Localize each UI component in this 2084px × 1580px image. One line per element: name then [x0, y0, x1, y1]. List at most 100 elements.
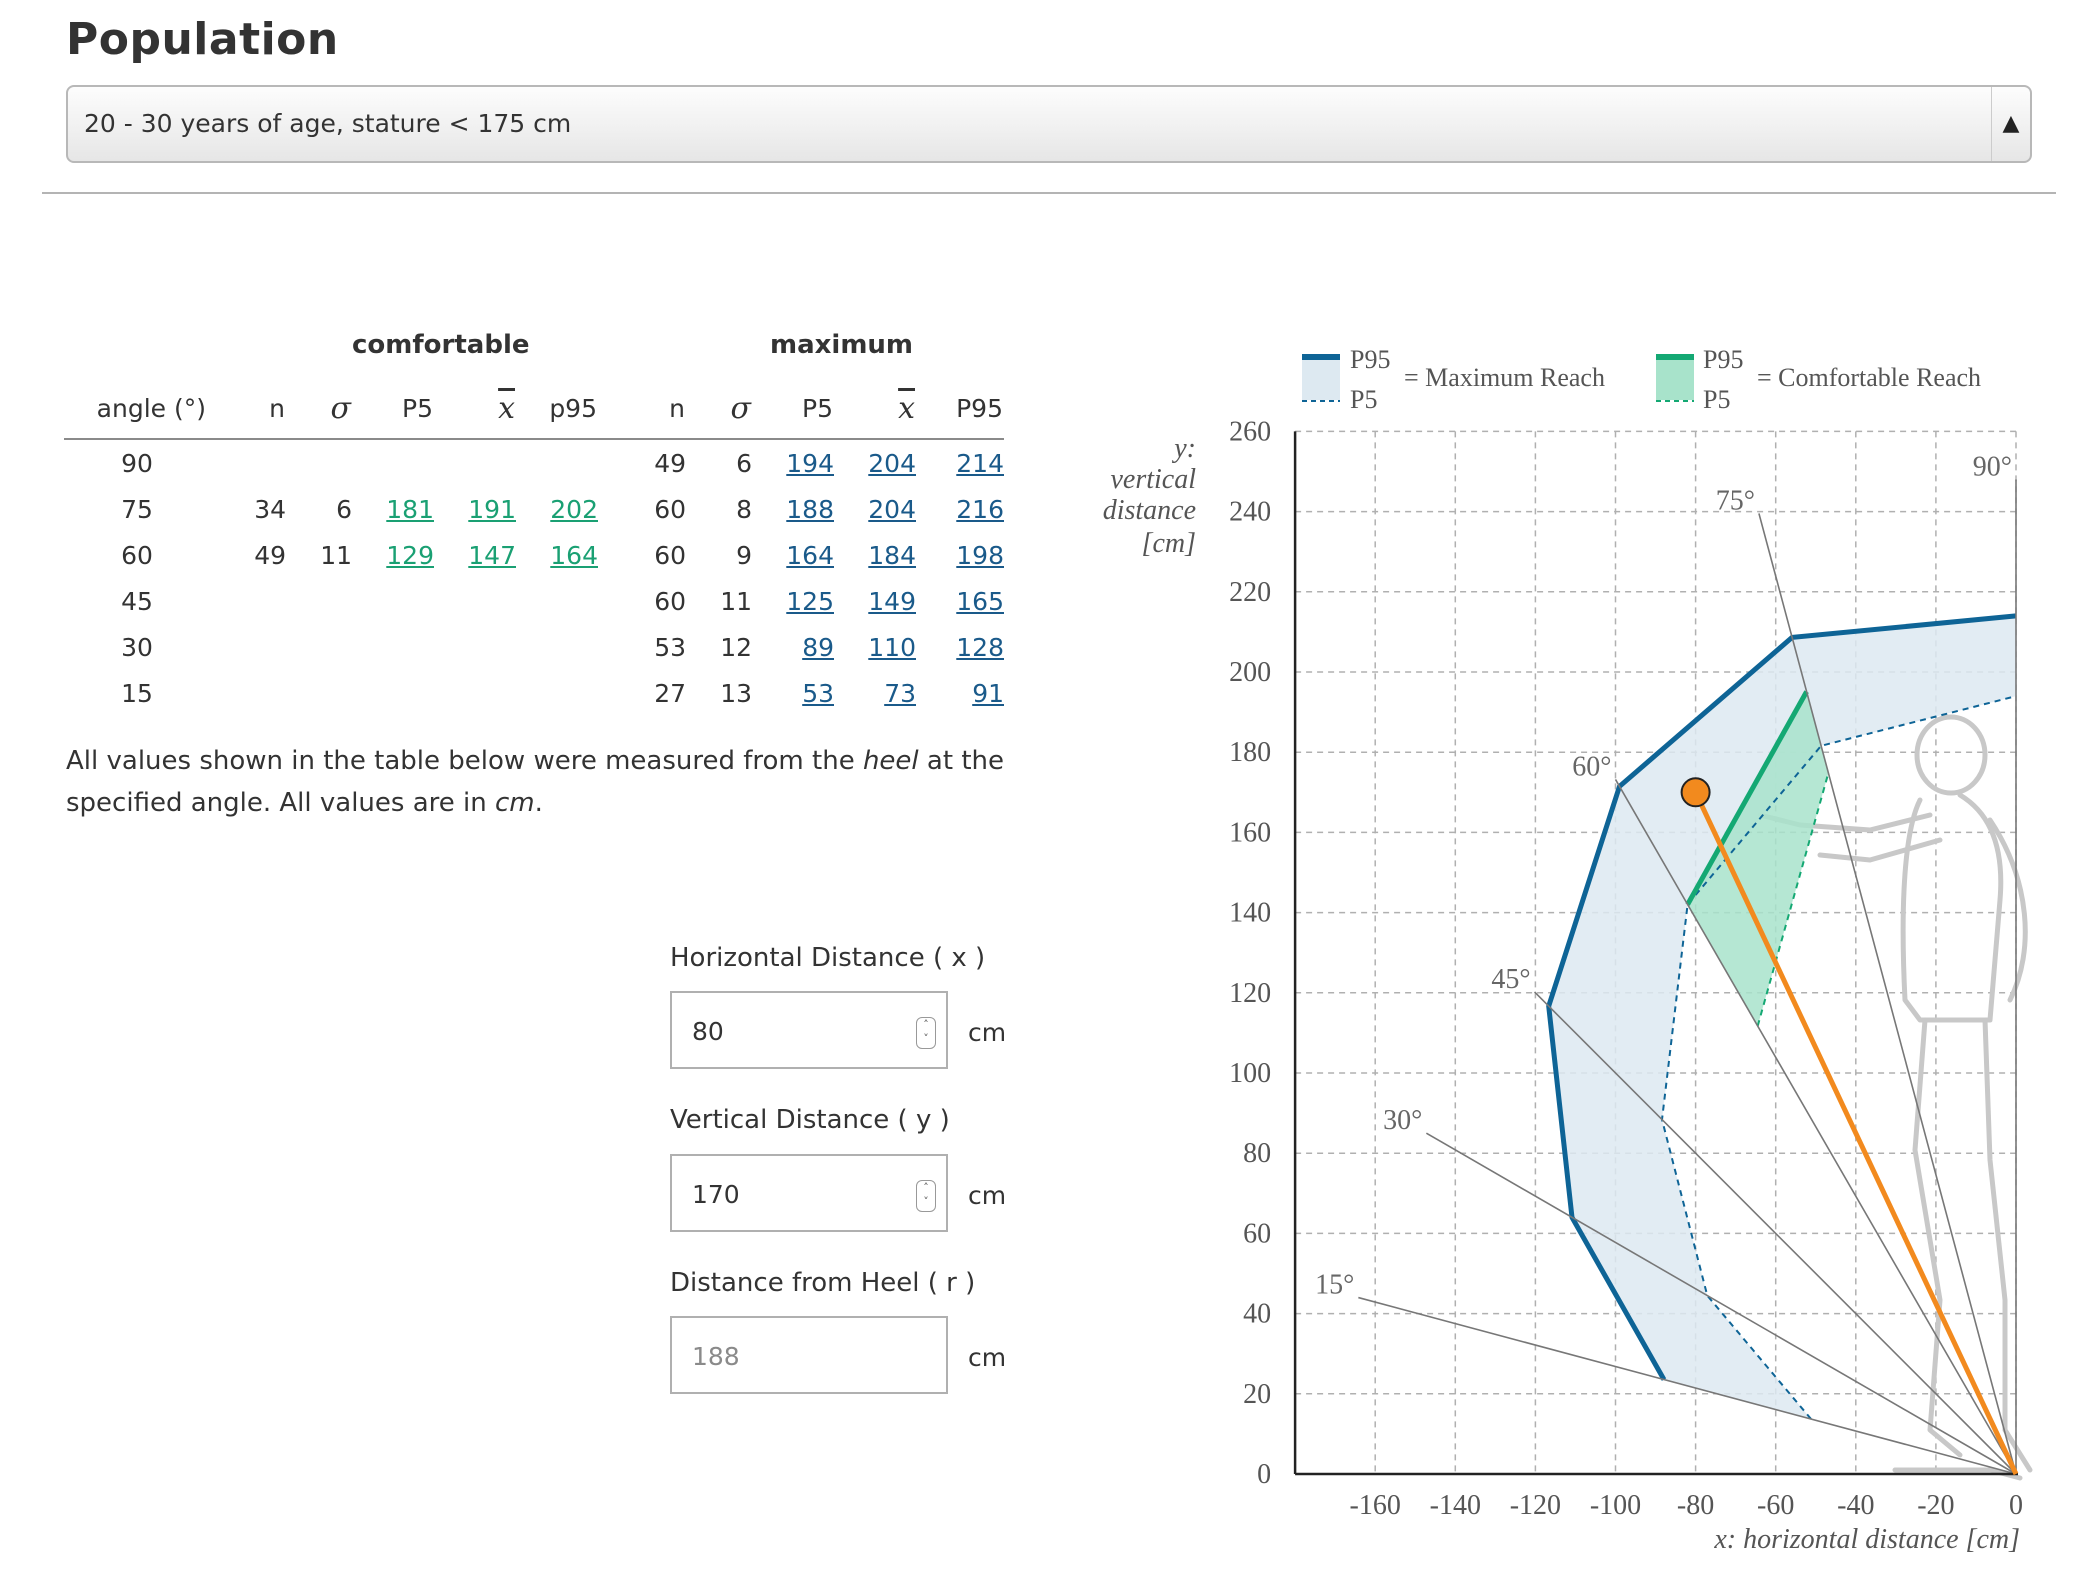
legend-comf-p95-label: P95: [1703, 345, 1743, 374]
header-maximum-n: n: [669, 393, 685, 423]
header-maximum-sigma: σ: [730, 390, 751, 426]
link-m-mean[interactable]: 204: [868, 448, 916, 478]
legend: P95 P5 = Maximum Reach P95 P5 = Comforta…: [1302, 345, 1981, 414]
person-arm: [1757, 812, 1933, 833]
cell-m-sigma: 9: [736, 540, 752, 570]
link-m-p5[interactable]: 89: [802, 632, 834, 662]
link-m-mean[interactable]: 73: [884, 678, 916, 708]
comfortable-reach-p95-line: [1685, 690, 1809, 906]
link-m-p95[interactable]: 91: [972, 678, 1004, 708]
angle-ray: [1614, 779, 2017, 1475]
cell-c-n: [210, 439, 286, 486]
legend-comf-p5-label: P5: [1703, 385, 1730, 414]
cell-angle: 90: [121, 448, 153, 478]
y-tick-label: 200: [1229, 657, 1271, 688]
cell-m-n: 60: [654, 494, 686, 524]
link-m-p95[interactable]: 198: [956, 540, 1004, 570]
distance-from-heel-field[interactable]: 188: [670, 1316, 948, 1394]
link-c-p5[interactable]: 181: [386, 494, 434, 524]
distance-from-heel-unit: cm: [968, 1343, 1007, 1372]
cell-m-n: 60: [654, 586, 686, 616]
note-cm: cm: [494, 788, 535, 818]
distance-from-heel-placeholder: 188: [692, 1342, 740, 1371]
link-m-p95[interactable]: 216: [956, 494, 1004, 524]
x-tick-label: -80: [1677, 1490, 1714, 1521]
header-maximum-p5: P5: [802, 393, 833, 423]
y-tick-label: 0: [1257, 1459, 1271, 1490]
link-m-p95[interactable]: 165: [956, 586, 1004, 616]
cell-c-n: [210, 578, 286, 624]
horizontal-distance-input[interactable]: 80 ˄ ˅: [670, 991, 948, 1069]
vertical-distance-input[interactable]: 170 ˄ ˅: [670, 1154, 948, 1232]
stepper-icon[interactable]: ˄ ˅: [916, 1180, 936, 1212]
link-m-p5[interactable]: 164: [786, 540, 834, 570]
axes: -160 -140 -120 -100 -80 -60 -40 -20 0 0 20 40 60 80 10…: [1229, 416, 2023, 1521]
link-c-p95[interactable]: 164: [550, 540, 598, 570]
y-tick-label: 240: [1229, 497, 1271, 528]
link-m-p5[interactable]: 188: [786, 494, 834, 524]
x-tick-label: 0: [2009, 1490, 2023, 1521]
header-maximum-mean: x: [898, 390, 915, 426]
person-leg-front: [1982, 1017, 2033, 1473]
link-m-mean[interactable]: 149: [868, 586, 916, 616]
link-m-p5[interactable]: 125: [786, 586, 834, 616]
maximum-reach-p95-line: [1546, 613, 2017, 1381]
x-tick-label: -160: [1350, 1490, 1401, 1521]
cell-angle: 15: [121, 678, 153, 708]
table-body: 90 49 6 194 204 214 75 34 6 181 191 202 …: [64, 439, 1004, 716]
table-row: 75 34 6 181 191 202 60 8 188 204 216: [64, 486, 1004, 532]
link-c-mean[interactable]: 147: [468, 540, 516, 570]
legend-max-p95-label: P95: [1350, 345, 1390, 374]
x-tick-label: -40: [1837, 1490, 1874, 1521]
note-text-3: .: [534, 788, 543, 818]
link-c-p95[interactable]: 202: [550, 494, 598, 524]
link-m-p95[interactable]: 214: [956, 448, 1004, 478]
legend-max-p5-label: P5: [1350, 385, 1377, 414]
comfortable-reach-area: [1687, 691, 1829, 1026]
cell-angle: 30: [121, 632, 153, 662]
link-m-mean[interactable]: 110: [868, 632, 916, 662]
vertical-distance-value: 170: [692, 1180, 740, 1209]
x-tick-label: -100: [1590, 1490, 1641, 1521]
x-tick-label: -20: [1917, 1490, 1954, 1521]
ylabel-line: y:: [1171, 433, 1196, 464]
population-select[interactable]: 20 - 30 years of age, stature < 175 cm ▲: [66, 85, 2032, 163]
cell-m-sigma: 12: [720, 632, 752, 662]
page-title: Population: [66, 14, 339, 65]
distance-from-heel-label: Distance from Heel ( r ): [670, 1268, 976, 1298]
cell-angle: 45: [121, 586, 153, 616]
person-foot: [1892, 1467, 2023, 1481]
target-line: [1693, 791, 2019, 1476]
comfortable-reach-p5-line: [1756, 772, 1830, 1027]
link-c-mean[interactable]: 191: [468, 494, 516, 524]
cell-m-sigma: 8: [736, 494, 752, 524]
link-m-mean[interactable]: 204: [868, 494, 916, 524]
reach-table: angle (°) n σ P5 x p95 n σ P5 x P95 90: [64, 378, 1004, 716]
measurement-note: All values shown in the table below were…: [66, 740, 1046, 824]
header-angle: angle (°): [96, 393, 206, 423]
group-heading-maximum: maximum: [770, 330, 914, 360]
header-comfortable-sigma: σ: [330, 390, 351, 426]
y-tick-label: 180: [1229, 737, 1271, 768]
link-m-p5[interactable]: 53: [802, 678, 834, 708]
angle-label: 60°: [1572, 751, 1611, 782]
link-c-p5[interactable]: 129: [386, 540, 434, 570]
y-tick-label: 120: [1229, 978, 1271, 1009]
stepper-icon[interactable]: ˄ ˅: [916, 1017, 936, 1049]
cell-m-n: 27: [654, 678, 686, 708]
header-comfortable-mean: x: [498, 390, 515, 426]
ylabel-line: [cm]: [1142, 528, 1196, 559]
cell-m-sigma: 6: [736, 448, 752, 478]
ylabel-line: vertical: [1110, 464, 1196, 495]
angle-label: 45°: [1491, 964, 1530, 995]
link-m-p95[interactable]: 128: [956, 632, 1004, 662]
y-tick-label: 140: [1229, 898, 1271, 929]
note-text-1: All values shown in the table below were…: [66, 746, 863, 776]
link-m-mean[interactable]: 184: [868, 540, 916, 570]
header-comfortable-p5: P5: [402, 393, 433, 423]
link-m-p5[interactable]: 194: [786, 448, 834, 478]
grid: [1295, 430, 2017, 1475]
person-arm-lower: [1817, 837, 1943, 863]
cell-angle: 60: [121, 540, 153, 570]
target-layer: [1680, 777, 2019, 1476]
